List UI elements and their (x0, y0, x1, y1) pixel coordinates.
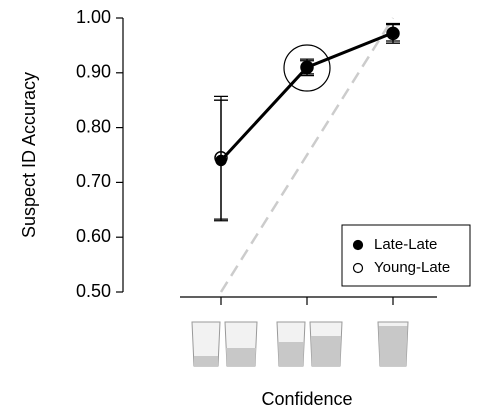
legend-label: Young-Late (374, 259, 450, 276)
data-point (302, 62, 312, 72)
series-line (221, 33, 393, 161)
y-axis-label: Suspect ID Accuracy (19, 72, 39, 238)
chart: Confidence Suspect ID Accuracy 0.50 0.60 0… (0, 0, 487, 413)
y-tick-label: 0.70 (76, 171, 111, 191)
y-tick-label: 0.60 (76, 226, 111, 246)
legend-box (342, 225, 470, 286)
y-tick-label: 0.50 (76, 281, 111, 301)
legend-marker (354, 241, 363, 250)
y-tick-label: 0.90 (76, 62, 111, 82)
y-tick-label: 1.00 (76, 7, 111, 27)
confidence-icons (192, 322, 408, 366)
y-tick-label: 0.80 (76, 116, 111, 136)
x-axis-label: Confidence (261, 389, 352, 409)
legend-label: Late-Late (374, 236, 437, 253)
